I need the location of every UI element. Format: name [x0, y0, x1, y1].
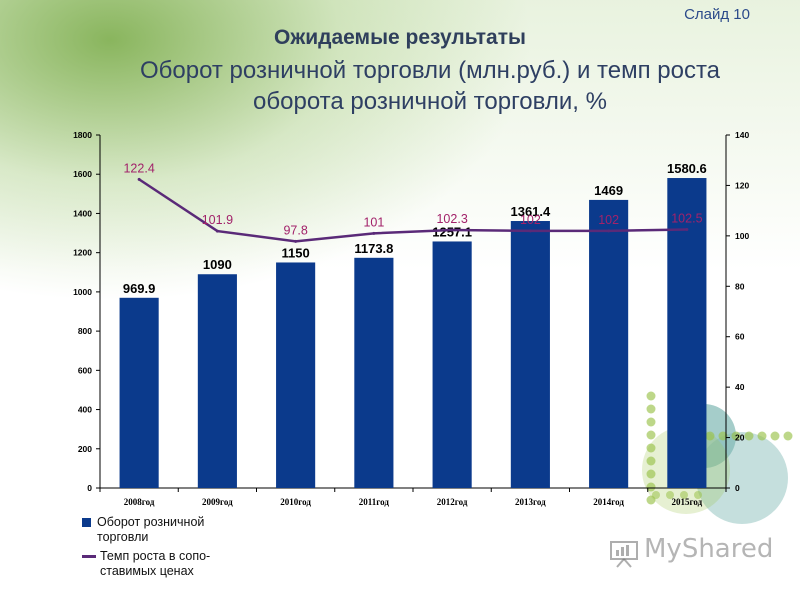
bar — [197, 274, 237, 488]
presentation-icon — [610, 541, 638, 568]
line-value-label: 102.5 — [671, 212, 702, 226]
decor-dot — [731, 431, 741, 441]
line-point — [372, 231, 376, 235]
bar — [119, 297, 159, 488]
line-series — [137, 177, 689, 243]
line-point — [215, 229, 219, 233]
left-tick-label: 600 — [78, 365, 92, 375]
bar-value-label: 1257.1 — [432, 224, 472, 239]
decor-dot — [646, 417, 656, 427]
decor-dot — [783, 431, 793, 441]
decor-dot — [770, 431, 780, 441]
legend-swatch-bar — [82, 518, 91, 527]
decor-dot — [646, 430, 656, 440]
decor-dot — [646, 443, 656, 453]
right-tick-label: 80 — [735, 281, 745, 291]
left-tick-label: 1600 — [73, 169, 92, 179]
decor-dot — [646, 469, 656, 479]
x-tick-label: 2015год — [672, 497, 703, 507]
legend-label-bars: Оборот розничной торговли — [97, 515, 205, 544]
chart-legend: Оборот розничной торговли Темп роста в с… — [82, 515, 250, 583]
watermark-text: MyShared — [644, 534, 774, 564]
line-value-label: 101.9 — [202, 213, 233, 227]
decor-dot — [757, 431, 767, 441]
decor-dot — [646, 391, 656, 401]
x-tick-label: 2014год — [593, 497, 624, 507]
bar — [589, 199, 629, 488]
decor-dot — [646, 404, 656, 414]
line-value-label: 102.3 — [436, 212, 467, 226]
left-tick-label: 1400 — [73, 208, 92, 218]
subtitle-line-2: оборота розничной торговли, % — [253, 88, 607, 115]
right-tick-label: 0 — [735, 483, 740, 493]
line-point — [528, 229, 532, 233]
line-point — [294, 239, 298, 243]
decor-dot — [646, 482, 656, 492]
line-value-label: 101 — [363, 215, 384, 229]
right-tick-label: 100 — [735, 231, 749, 241]
line-point — [607, 229, 611, 233]
x-tick-label: 2010год — [280, 497, 311, 507]
decor-dot — [646, 456, 656, 466]
right-tick-label: 140 — [735, 130, 749, 140]
x-tick-label: 2013год — [515, 497, 546, 507]
x-tick-label: 2009год — [202, 497, 233, 507]
slide-number: Слайд 10 — [684, 6, 750, 23]
bar-value-label: 1580.6 — [667, 161, 707, 176]
left-tick-label: 0 — [87, 483, 92, 493]
bar-value-label: 1469 — [594, 183, 623, 198]
left-tick-label: 800 — [78, 326, 92, 336]
bar-value-label: 969.9 — [123, 281, 156, 296]
bar — [276, 262, 316, 488]
bar-value-labels: 969.9 1090 1150 1173.8 1257.1 1361.4 1469 1580.… — [123, 161, 707, 296]
subtitle-line-1: Оборот розничной торговли (млн.руб.) и т… — [139, 57, 721, 84]
right-tick-label: 60 — [735, 332, 745, 342]
line-point — [450, 228, 454, 232]
x-tick-label: 2011год — [359, 497, 390, 507]
left-tick-label: 400 — [78, 405, 92, 415]
decor-dot — [705, 431, 715, 441]
bar — [354, 257, 394, 488]
decor-dot — [744, 431, 754, 441]
line-point — [137, 177, 141, 181]
left-tick-label: 1800 — [73, 130, 92, 140]
line-value-labels: 122.4 101.9 97.8 101 102.3 102 102 102.5 — [123, 161, 702, 237]
line-value-label: 97.8 — [283, 223, 307, 237]
left-tick-label: 1200 — [73, 248, 92, 258]
legend-item-bars: Оборот розничной торговли — [82, 515, 250, 545]
bar — [432, 241, 472, 488]
legend-label-line: Темп роста в сопо-ставимых ценах — [100, 549, 211, 578]
right-tick-label: 120 — [735, 180, 749, 190]
left-tick-label: 200 — [78, 444, 92, 454]
line-point — [685, 228, 689, 232]
bar-value-label: 1361.4 — [510, 204, 551, 219]
x-tick-label: 2012год — [437, 497, 468, 507]
bar-value-label: 1173.8 — [354, 241, 393, 256]
chart-subtitle: Оборот розничной торговли (млн.руб.) и т… — [60, 55, 800, 117]
right-tick-label: 20 — [735, 433, 745, 443]
legend-swatch-line — [82, 555, 96, 558]
decor-dot — [694, 491, 702, 499]
decor-dot — [680, 491, 688, 499]
bar-value-label: 1090 — [203, 257, 232, 272]
decor-circle — [696, 432, 788, 524]
left-tick-label: 1000 — [73, 287, 92, 297]
decor-dot — [718, 431, 728, 441]
line-value-label: 122.4 — [123, 161, 154, 175]
bar — [510, 221, 550, 488]
x-tick-label: 2008год — [124, 497, 155, 507]
decor-dot — [666, 491, 674, 499]
line-value-label: 102 — [598, 213, 619, 227]
line-path — [138, 178, 687, 243]
decor-dot — [652, 491, 660, 499]
bar-value-label: 1150 — [282, 245, 310, 260]
legend-item-line: Темп роста в сопо-ставимых ценах — [82, 549, 250, 579]
slide-title: Ожидаемые результаты — [274, 26, 526, 49]
decorative-circles — [642, 391, 793, 524]
line-value-label: 102 — [520, 213, 541, 227]
right-tick-label: 40 — [735, 382, 745, 392]
